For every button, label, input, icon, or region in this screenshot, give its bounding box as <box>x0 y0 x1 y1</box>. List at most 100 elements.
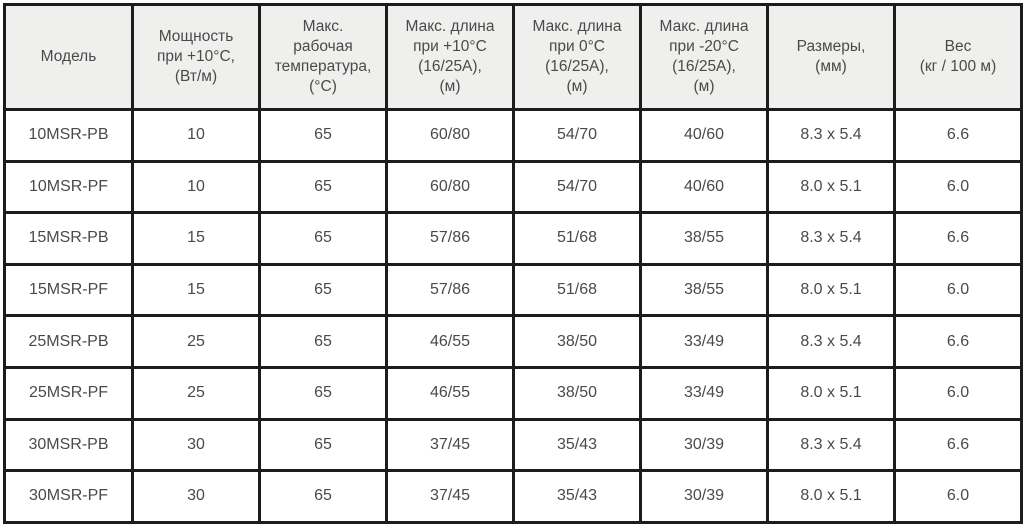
table-row: 15MSR-PB 15 65 57/86 51/68 38/55 8.3 x 5.4 6.6 <box>4 212 1022 266</box>
cell-len_p10: 60/80 <box>386 109 515 163</box>
cell-len_p10: 37/45 <box>386 419 515 473</box>
table-row: 30MSR-PF 30 65 37/45 35/43 30/39 8.0 x 5.1 6.0 <box>4 470 1022 523</box>
column-header-power: Мощность при +10°C, (Вт/м) <box>132 4 261 111</box>
specification-table: Модель Мощность при +10°C, (Вт/м) Макс. рабоч… <box>3 3 1023 524</box>
column-header-model: Модель <box>4 4 134 111</box>
column-header-line: Модель <box>40 47 97 65</box>
cell-weight: 6.6 <box>894 419 1022 473</box>
cell-power: 10 <box>132 109 261 163</box>
cell-len_0: 35/43 <box>513 419 642 473</box>
cell-len_m20: 38/55 <box>640 212 769 266</box>
column-header-line: при -20°C <box>669 37 739 55</box>
column-header-maxtemp: Макс. рабочая температура, (°C) <box>259 4 388 111</box>
cell-dimensions: 8.3 x 5.4 <box>767 212 896 266</box>
cell-len_p10: 57/86 <box>386 264 515 318</box>
column-header-line: при 0°C <box>549 37 605 55</box>
table-row: 25MSR-PB 25 65 46/55 38/50 33/49 8.3 x 5.4 6.6 <box>4 315 1022 369</box>
column-header-line: Макс. длина <box>659 17 749 35</box>
cell-len_p10: 46/55 <box>386 315 515 369</box>
cell-len_0: 51/68 <box>513 212 642 266</box>
cell-model: 25MSR-PB <box>4 315 134 369</box>
column-header-line: Вес <box>944 37 972 55</box>
cell-power: 15 <box>132 212 261 266</box>
column-header-line: (м) <box>439 78 461 96</box>
cell-len_m20: 33/49 <box>640 367 769 421</box>
cell-len_m20: 33/49 <box>640 315 769 369</box>
table-header: Модель Мощность при +10°C, (Вт/м) Макс. рабоч… <box>4 4 1022 111</box>
cell-model: 30MSR-PF <box>4 470 134 523</box>
cell-model: 15MSR-PF <box>4 264 134 318</box>
column-header-line: Макс. <box>302 17 344 35</box>
cell-model: 15MSR-PB <box>4 212 134 266</box>
table-row: 15MSR-PF 15 65 57/86 51/68 38/55 8.0 x 5.1 6.0 <box>4 264 1022 318</box>
cell-len_0: 51/68 <box>513 264 642 318</box>
column-header-line: Макс. длина <box>532 17 622 35</box>
column-header-line: Мощность <box>158 27 234 45</box>
column-header-line: температура, <box>274 58 372 75</box>
column-header-weight: Вес (кг / 100 м) <box>894 4 1022 111</box>
cell-maxtemp: 65 <box>259 470 388 523</box>
cell-len_m20: 30/39 <box>640 470 769 523</box>
cell-weight: 6.6 <box>894 212 1022 266</box>
column-header-line: (°C) <box>309 78 337 96</box>
cell-maxtemp: 65 <box>259 212 388 266</box>
table-row: 10MSR-PF 10 65 60/80 54/70 40/60 8.0 x 5.1 6.0 <box>4 161 1022 215</box>
cell-dimensions: 8.3 x 5.4 <box>767 109 896 163</box>
cell-len_0: 54/70 <box>513 161 642 215</box>
cell-len_0: 38/50 <box>513 315 642 369</box>
column-header-line: Размеры, <box>796 37 866 55</box>
column-header-line: (16/25A), <box>545 58 609 75</box>
cell-maxtemp: 65 <box>259 109 388 163</box>
column-header-line: Макс. длина <box>405 17 495 35</box>
cell-maxtemp: 65 <box>259 264 388 318</box>
cell-len_m20: 38/55 <box>640 264 769 318</box>
cell-power: 30 <box>132 470 261 523</box>
column-header-line: (кг / 100 м) <box>919 58 997 75</box>
column-header-line: (Вт/м) <box>174 68 218 86</box>
cell-len_0: 54/70 <box>513 109 642 163</box>
cell-model: 25MSR-PF <box>4 367 134 421</box>
cell-weight: 6.6 <box>894 109 1022 163</box>
table-body: 10MSR-PB 10 65 60/80 54/70 40/60 8.3 x 5.4 6.6 1… <box>4 109 1022 523</box>
column-header-line: при +10°C, <box>157 47 235 65</box>
cell-power: 10 <box>132 161 261 215</box>
cell-len_m20: 40/60 <box>640 161 769 215</box>
cell-dimensions: 8.0 x 5.1 <box>767 264 896 318</box>
cell-dimensions: 8.0 x 5.1 <box>767 367 896 421</box>
cell-weight: 6.0 <box>894 470 1022 523</box>
cell-power: 30 <box>132 419 261 473</box>
cell-len_m20: 30/39 <box>640 419 769 473</box>
cell-weight: 6.0 <box>894 161 1022 215</box>
table-row: 30MSR-PB 30 65 37/45 35/43 30/39 8.3 x 5.4 6.6 <box>4 419 1022 473</box>
cell-dimensions: 8.0 x 5.1 <box>767 470 896 523</box>
cell-dimensions: 8.3 x 5.4 <box>767 315 896 369</box>
table-row: 25MSR-PF 25 65 46/55 38/50 33/49 8.0 x 5.1 6.0 <box>4 367 1022 421</box>
cell-len_m20: 40/60 <box>640 109 769 163</box>
cell-weight: 6.0 <box>894 264 1022 318</box>
column-header-len_p10: Макс. длина при +10°C (16/25A), (м) <box>386 4 515 111</box>
cell-len_p10: 37/45 <box>386 470 515 523</box>
column-header-len_0: Макс. длина при 0°C (16/25A), (м) <box>513 4 642 111</box>
column-header-line: (м) <box>566 78 588 96</box>
column-header-line: (мм) <box>815 58 847 75</box>
column-header-line: рабочая <box>293 37 353 55</box>
cell-len_0: 38/50 <box>513 367 642 421</box>
cell-maxtemp: 65 <box>259 367 388 421</box>
column-header-dimensions: Размеры, (мм) <box>767 4 896 111</box>
table-header-row: Модель Мощность при +10°C, (Вт/м) Макс. рабоч… <box>4 4 1022 111</box>
cell-maxtemp: 65 <box>259 315 388 369</box>
column-header-line: (м) <box>693 78 715 96</box>
column-header-line: при +10°C <box>413 37 487 55</box>
cell-len_p10: 46/55 <box>386 367 515 421</box>
cell-dimensions: 8.3 x 5.4 <box>767 419 896 473</box>
column-header-line: (16/25A), <box>672 58 736 75</box>
cell-len_p10: 60/80 <box>386 161 515 215</box>
cell-weight: 6.6 <box>894 315 1022 369</box>
cell-power: 25 <box>132 367 261 421</box>
cell-model: 30MSR-PB <box>4 419 134 473</box>
column-header-line: (16/25A), <box>418 58 482 75</box>
table-row: 10MSR-PB 10 65 60/80 54/70 40/60 8.3 x 5.4 6.6 <box>4 109 1022 163</box>
cell-maxtemp: 65 <box>259 419 388 473</box>
cell-model: 10MSR-PB <box>4 109 134 163</box>
cell-model: 10MSR-PF <box>4 161 134 215</box>
